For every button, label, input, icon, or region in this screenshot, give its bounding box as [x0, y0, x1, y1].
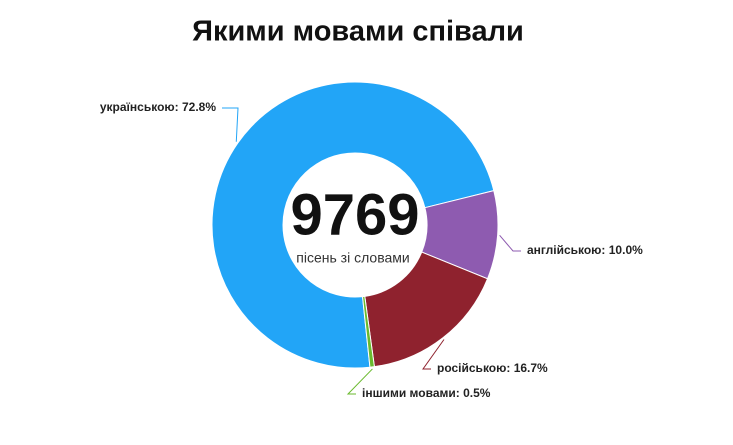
leader-line — [422, 339, 445, 370]
slice-label: російською: 16.7% — [437, 361, 548, 375]
chart-title: Якими мовами співали — [192, 16, 524, 48]
donut-slice — [361, 295, 375, 368]
donut-slice — [364, 251, 489, 368]
center-value: 9769 — [290, 182, 419, 247]
slice-label: англійською: 10.0% — [527, 243, 643, 257]
donut-slice — [211, 81, 495, 369]
slice-label: іншими мовами: 0.5% — [362, 386, 491, 400]
leader-line — [346, 368, 373, 395]
slice-label: українською: 72.8% — [100, 100, 216, 114]
leader-line — [222, 107, 239, 142]
center-label: пісень зі словами — [296, 250, 409, 266]
leader-line — [499, 234, 521, 252]
